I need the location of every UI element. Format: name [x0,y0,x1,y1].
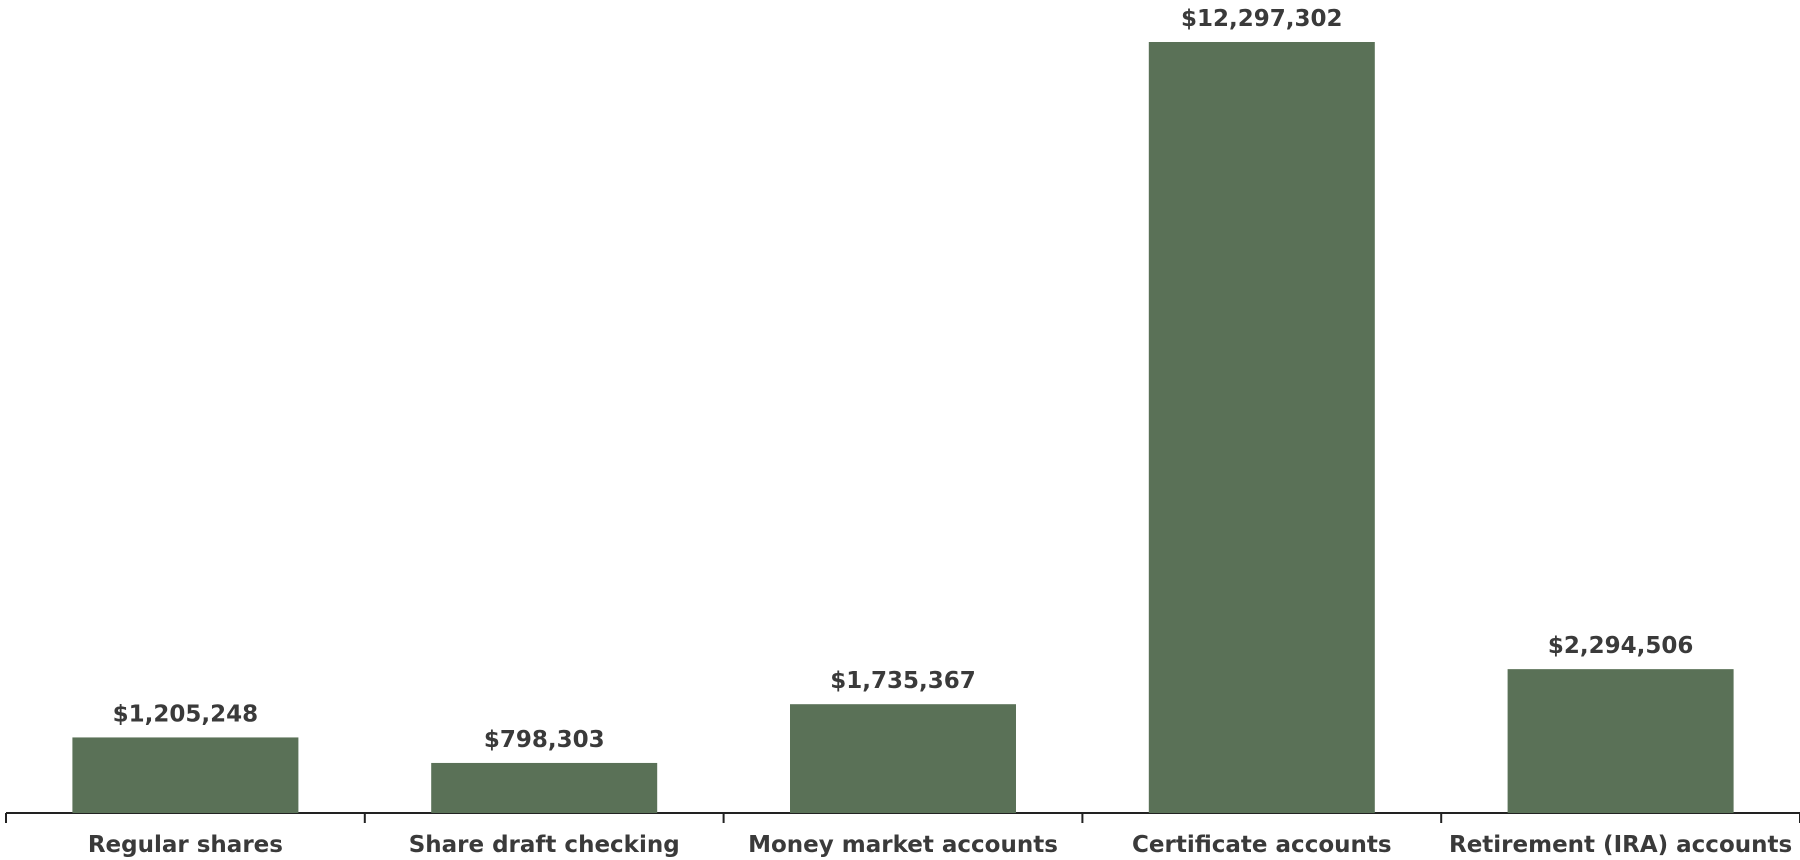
bar-value-label: $1,205,248 [113,701,259,727]
bar [1507,669,1734,813]
bar [72,737,299,813]
data-labels: $1,205,248 $798,303 $1,735,367 $12,297,302 $… [113,6,1694,753]
category-label: Certificate accounts [1132,832,1392,858]
category-label: Retirement (IRA) accounts [1449,832,1792,858]
bar [1148,42,1375,813]
bar-value-label: $798,303 [484,727,605,753]
bar [790,704,1016,813]
bars [72,42,1734,813]
category-label: Money market accounts [748,832,1058,858]
x-axis-ticks [5,813,1800,823]
bar-value-label: $12,297,302 [1181,6,1343,32]
category-label: Regular shares [88,832,283,858]
category-labels: Regular shares Share draft checking Money … [88,832,1792,858]
bar-value-label: $1,735,367 [830,668,976,694]
bar [431,762,658,813]
category-label: Share draft checking [409,832,680,858]
bar-value-label: $2,294,506 [1548,633,1694,659]
